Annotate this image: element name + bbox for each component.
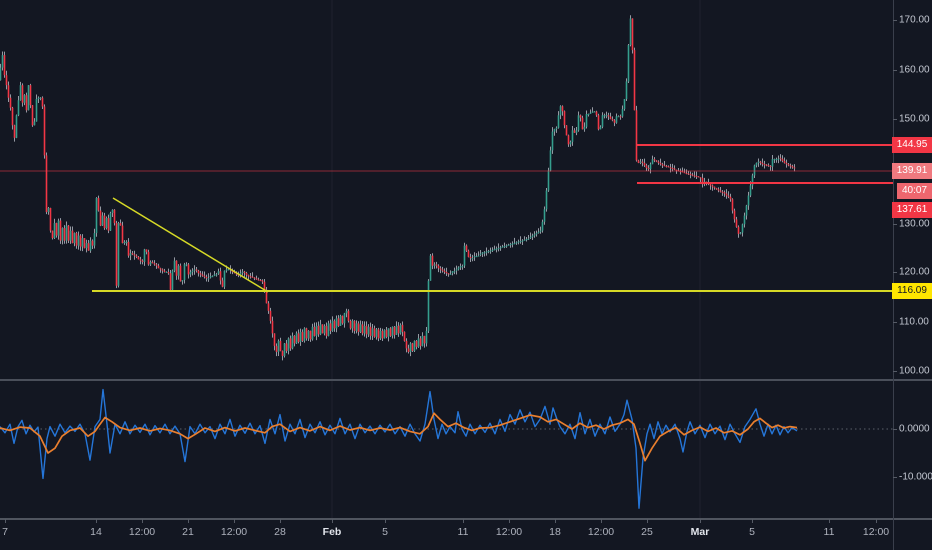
price-tick-label: 170.00 [899, 14, 930, 26]
pane-divider[interactable] [0, 379, 932, 381]
price-axis-separator [893, 0, 894, 550]
price-axis-tick [893, 20, 897, 21]
price-tick-label: 150.00 [899, 113, 930, 125]
time-axis-tick [555, 519, 556, 523]
time-axis-tick [463, 519, 464, 523]
time-axis-tick [647, 519, 648, 523]
price-axis-tick [893, 371, 897, 372]
price-tick-label: 0.0000 [899, 423, 930, 435]
price-badge-40-07: 40:07 [897, 183, 932, 199]
time-axis-tick [829, 519, 830, 523]
time-axis-tick [876, 519, 877, 523]
price-badge-139-91: 139.91 [892, 163, 932, 179]
time-axis-tick [5, 519, 6, 523]
price-axis-tick [893, 224, 897, 225]
time-axis-tick [700, 519, 701, 523]
time-tick-label: 11 [457, 526, 469, 538]
price-axis-tick [893, 119, 897, 120]
price-axis-tick [893, 429, 897, 430]
time-tick-label: 7 [2, 526, 8, 538]
time-tick-label: 12:00 [587, 526, 615, 538]
time-tick-label: 5 [749, 526, 755, 538]
price-axis-tick [893, 477, 897, 478]
price-tick-label: -10.0000 [899, 471, 932, 483]
time-tick-label: 12:00 [862, 526, 890, 538]
price-axis-tick [893, 272, 897, 273]
time-axis-tick [752, 519, 753, 523]
price-tick-label: 160.00 [899, 64, 930, 76]
price-axis-tick [893, 70, 897, 71]
time-axis-tick [234, 519, 235, 523]
time-tick-label: 28 [274, 526, 286, 538]
yellow-trendline[interactable] [112, 197, 269, 293]
candle-bodies [0, 18, 796, 356]
price-tick-label: 130.00 [899, 218, 930, 230]
price-tick-label: 110.00 [899, 316, 929, 328]
oscillator-blue-line [0, 388, 798, 509]
time-tick-label: 12:00 [220, 526, 248, 538]
time-axis-tick [280, 519, 281, 523]
time-axis-tick [509, 519, 510, 523]
time-tick-label: 21 [182, 526, 194, 538]
time-tick-label: 11 [823, 526, 835, 538]
time-axis-separator [0, 518, 932, 520]
oscillator-pane[interactable] [0, 381, 893, 519]
time-axis-tick [601, 519, 602, 523]
price-badge-137-61: 137.61 [892, 202, 932, 218]
price-tick-label: 120.00 [899, 266, 930, 278]
time-tick-label: 12:00 [495, 526, 523, 538]
time-tick-label: 14 [90, 526, 102, 538]
price-axis-tick [893, 322, 897, 323]
price-badge-116-09: 116.09 [892, 283, 932, 299]
time-axis-tick [96, 519, 97, 523]
candle-wicks [0, 15, 795, 361]
time-tick-label: Mar [690, 526, 710, 538]
price-pane[interactable] [0, 0, 893, 381]
time-tick-label: 18 [549, 526, 561, 538]
time-tick-label: Feb [322, 526, 342, 538]
time-axis-tick [142, 519, 143, 523]
time-tick-label: 25 [641, 526, 653, 538]
time-axis-tick [188, 519, 189, 523]
time-axis-tick [385, 519, 386, 523]
price-tick-label: 100.00 [899, 365, 930, 377]
time-tick-label: 12:00 [128, 526, 156, 538]
price-badge-144-95: 144.95 [892, 137, 932, 153]
oscillator-orange-line [0, 412, 798, 462]
time-tick-label: 5 [382, 526, 388, 538]
time-axis-tick [332, 519, 333, 523]
